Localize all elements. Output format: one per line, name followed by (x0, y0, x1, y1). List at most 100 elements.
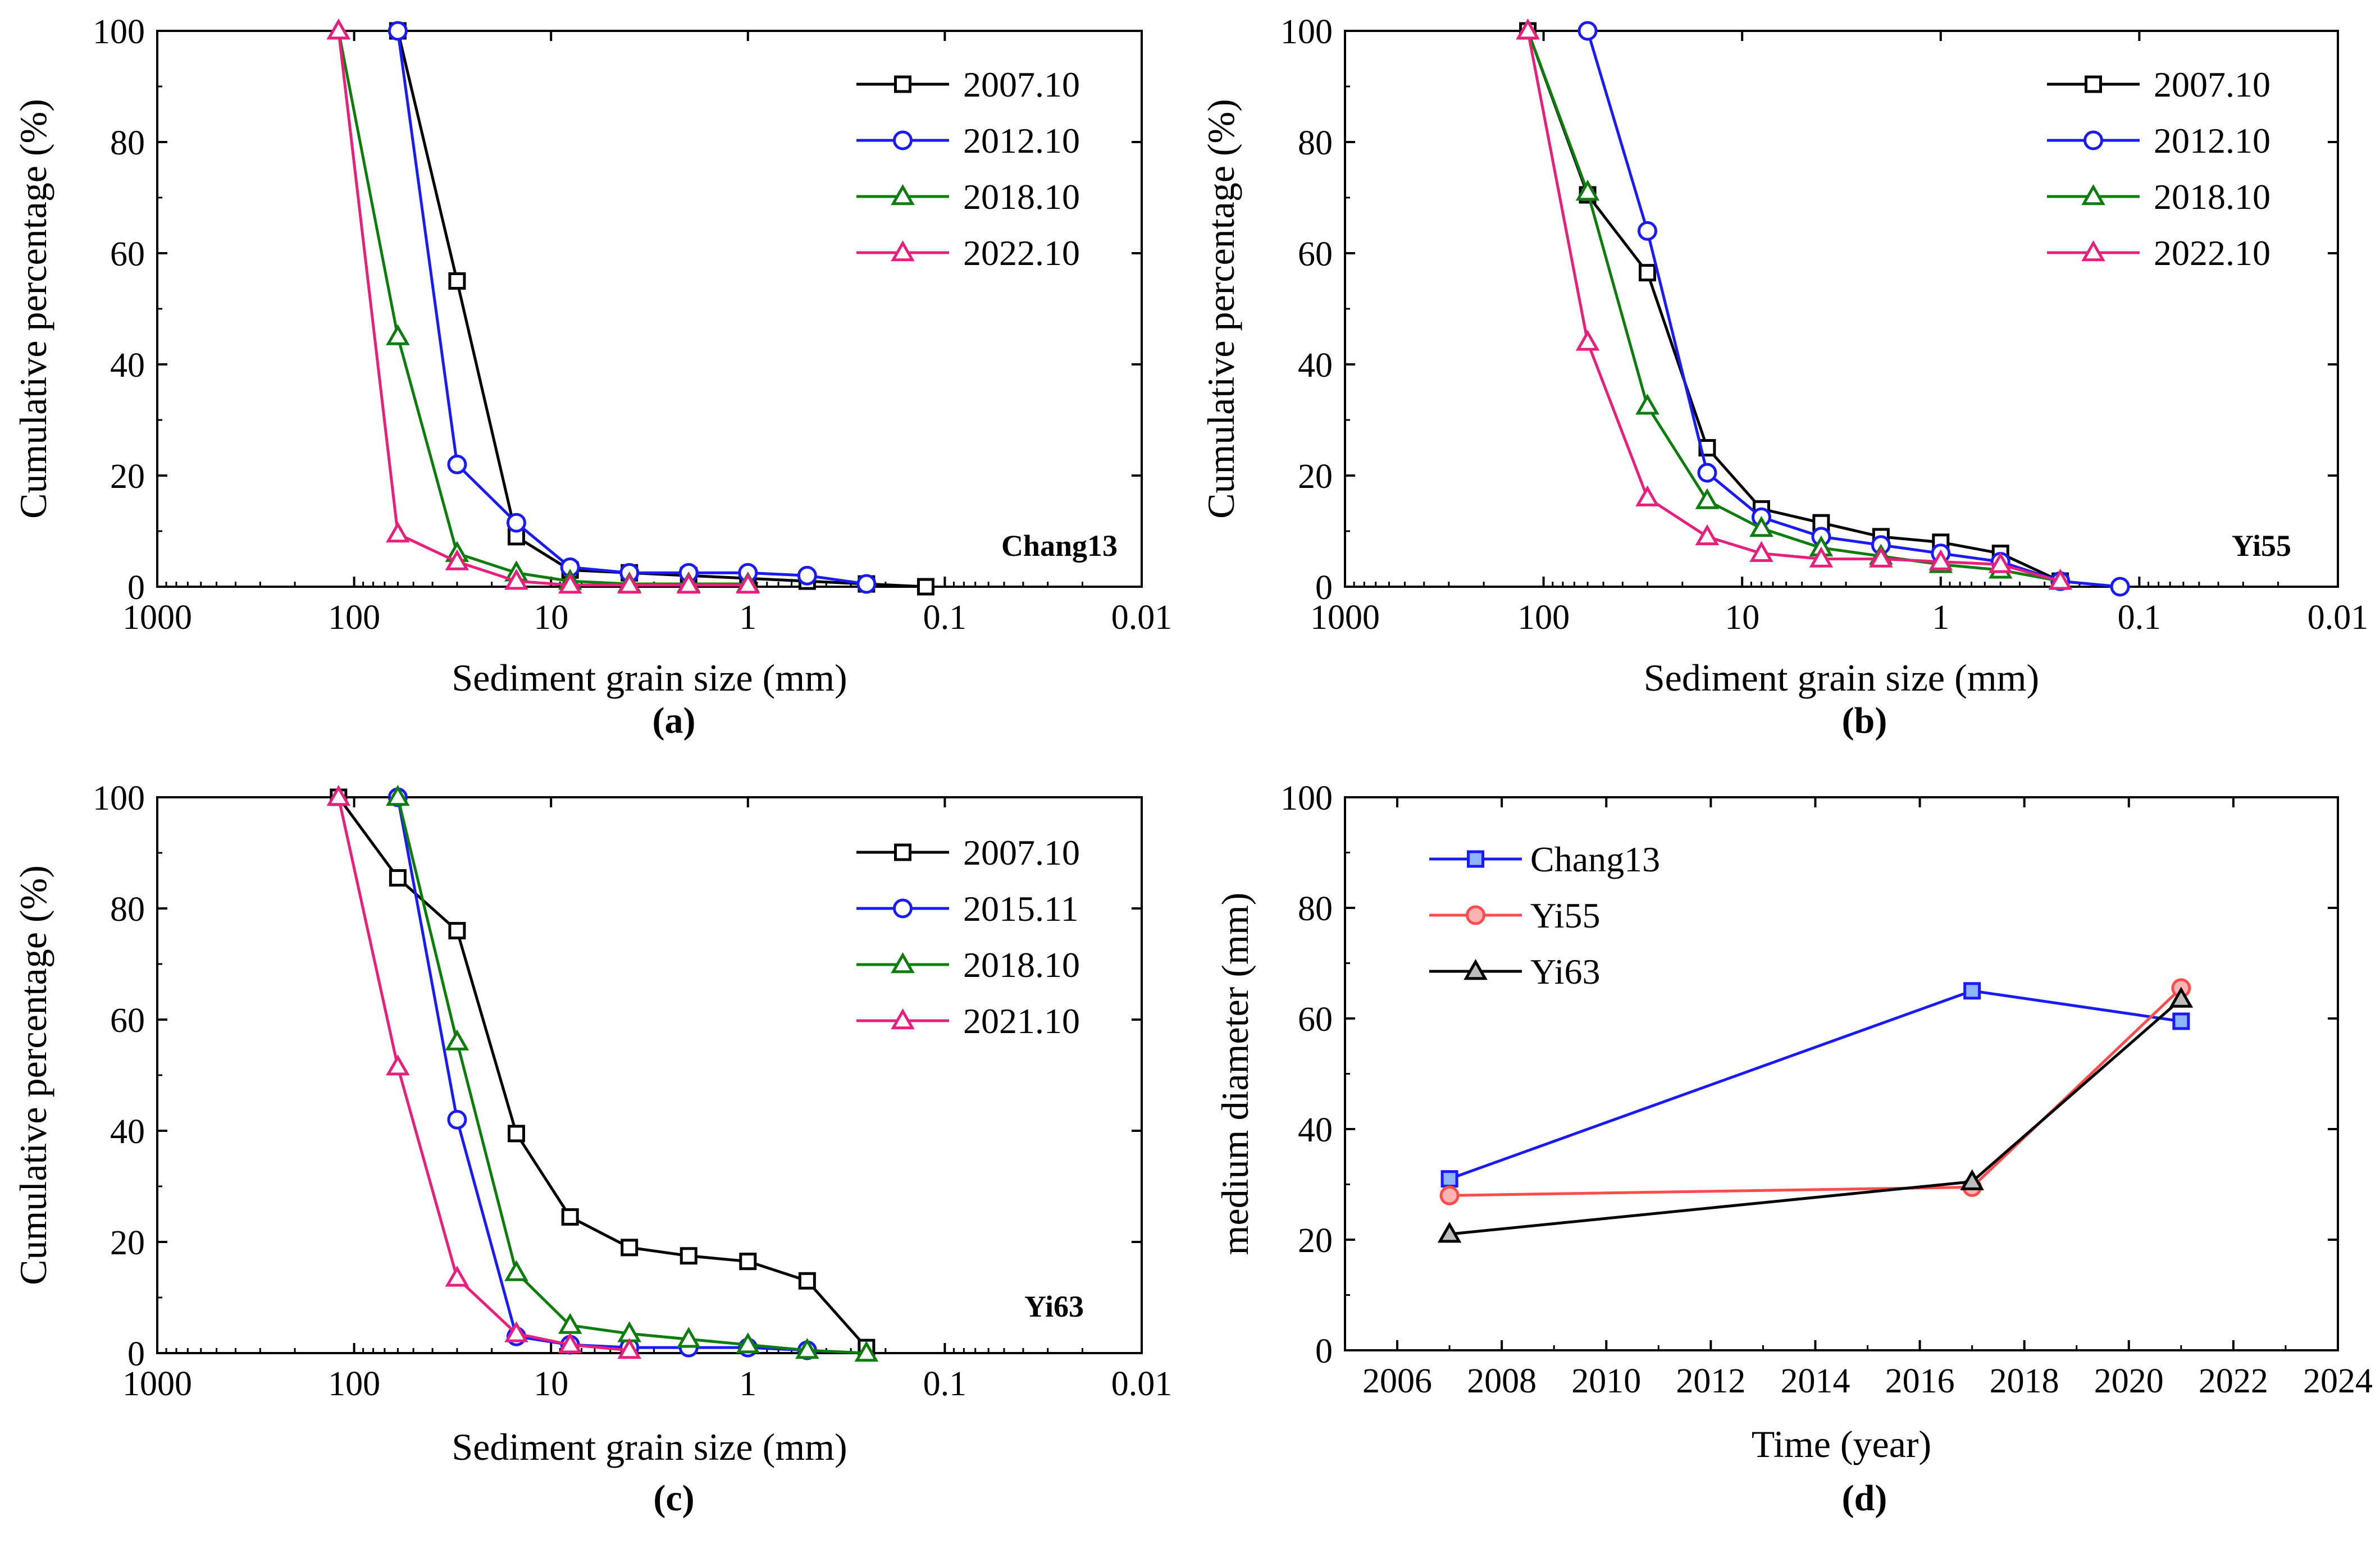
data-point (2169, 986, 2194, 1008)
data-point (1635, 485, 1659, 506)
data-point (676, 572, 701, 594)
series-2022-10 (326, 18, 760, 594)
x-tick-label: 1 (1932, 599, 1949, 637)
series-line (1526, 30, 2061, 583)
legend-entry: 2015.11 (856, 889, 1079, 929)
y-axis-label: Cumulative percentage (%) (1200, 99, 1242, 519)
data-point (445, 1029, 469, 1050)
legend-marker (1466, 905, 1485, 925)
legend-entry: 2018.10 (856, 177, 1080, 217)
data-point (1638, 264, 1656, 282)
y-tick-label: 60 (110, 1002, 145, 1040)
legend-marker (891, 952, 915, 974)
chart-a: 1000 100 10 1 0.1 0.01 0 20 40 60 80 100 Sediment gr… (12, 13, 1172, 741)
x-tick-label: 10 (534, 1365, 568, 1403)
legend-entry: 2012.10 (856, 121, 1080, 161)
data-point (1516, 18, 1540, 40)
series-2007-10 (389, 22, 934, 596)
x-tick-label: 0.1 (923, 599, 967, 637)
chart-c: 1000 100 10 1 0.1 0.01 0 20 40 60 80 100 Sediment gr… (12, 779, 1172, 1519)
x-tick-label: 0.01 (1111, 599, 1173, 637)
series-Yi63 (1437, 986, 2194, 1243)
y-tick-label: 20 (1298, 1222, 1333, 1260)
legend-marker (891, 1008, 915, 1030)
legend-label: 2022.10 (963, 233, 1080, 273)
data-point (856, 574, 877, 594)
legend-entry: 2022.10 (2047, 233, 2270, 273)
data-point (558, 1332, 582, 1354)
legend-label: 2007.10 (2154, 65, 2270, 104)
series-Yi55 (1439, 978, 2191, 1205)
x-tick-label: 2012 (1676, 1362, 1745, 1400)
legend-label: 2007.10 (963, 65, 1080, 104)
y-tick-label: 100 (1280, 779, 1333, 817)
y-tick-label: 80 (110, 890, 145, 929)
data-point (854, 1340, 879, 1362)
data-point (1637, 221, 1657, 241)
x-tick-label: 0.1 (923, 1365, 967, 1403)
series-line (337, 796, 868, 1349)
y-tick-label: 100 (93, 13, 145, 51)
x-tick-label: 10 (534, 599, 568, 637)
series-2007-10 (330, 788, 876, 1356)
legend-marker (1467, 850, 1484, 868)
series-2018-10 (386, 784, 879, 1362)
x-tick-label: 0.01 (1111, 1365, 1173, 1403)
panel-label: (d) (1842, 1478, 1887, 1519)
data-point (504, 1321, 528, 1342)
legend-entry: 2021.10 (856, 1001, 1080, 1041)
data-point (1963, 982, 1981, 1000)
data-point (1437, 1222, 1462, 1243)
y-axis-label: Cumulative percentage (%) (12, 99, 54, 519)
y-tick-label: 0 (1315, 569, 1333, 607)
data-point (1928, 549, 1953, 570)
data-point (448, 272, 466, 290)
series-line (1449, 987, 2182, 1197)
x-tick-label: 2016 (1885, 1362, 1955, 1400)
data-point (326, 784, 351, 806)
x-tick-label: 1000 (1310, 599, 1380, 637)
x-tick-label: 0.1 (2118, 599, 2162, 637)
data-point (797, 565, 817, 586)
y-axis-label: Cumulative percentage (%) (12, 865, 54, 1285)
series-line (1526, 30, 2061, 583)
y-axis-label: medium diameter (mm) (1214, 893, 1256, 1255)
plot-frame (1344, 30, 2339, 588)
data-point (1575, 180, 1600, 201)
legend-label: 2018.10 (963, 177, 1080, 217)
legend-entry: 2018.10 (2047, 177, 2270, 217)
legend-marker (2081, 184, 2105, 205)
chart-b: 1000 100 10 1 0.1 0.01 0 20 40 60 80 100 Sediment gr… (1200, 13, 2368, 741)
data-point (389, 869, 407, 887)
y-tick-label: 20 (110, 1224, 145, 1262)
data-point (386, 784, 410, 806)
series-2018-10 (1516, 18, 2072, 590)
series-2021-10 (326, 784, 642, 1359)
series-line (1449, 989, 2182, 1181)
legend-label: 2007.10 (963, 833, 1080, 873)
series-Chang13 (1440, 982, 2190, 1188)
legend-entry: 2007.10 (856, 65, 1080, 104)
data-point (386, 521, 410, 543)
data-point (1577, 21, 1598, 41)
series-line (337, 797, 630, 1352)
y-tick-label: 0 (127, 569, 145, 607)
legend-marker (891, 240, 915, 262)
data-point (1439, 1185, 1460, 1205)
x-tick-label: 1 (739, 1365, 756, 1403)
data-point (2172, 1012, 2190, 1030)
data-point (386, 1054, 410, 1076)
series-2012-10 (1577, 21, 2130, 597)
legend-entry: 2007.10 (856, 833, 1080, 873)
data-point (1440, 1170, 1458, 1188)
x-axis-label: Sediment grain size (mm) (1644, 656, 2039, 699)
data-point (561, 1208, 579, 1226)
y-tick-label: 80 (1298, 124, 1333, 162)
data-point (2048, 569, 2072, 590)
y-tick-label: 40 (110, 1113, 145, 1151)
legend-label: 2018.10 (2154, 177, 2270, 217)
y-tick-label: 60 (110, 235, 145, 273)
plot-frame (1344, 796, 2339, 1351)
data-point (1697, 463, 1717, 483)
